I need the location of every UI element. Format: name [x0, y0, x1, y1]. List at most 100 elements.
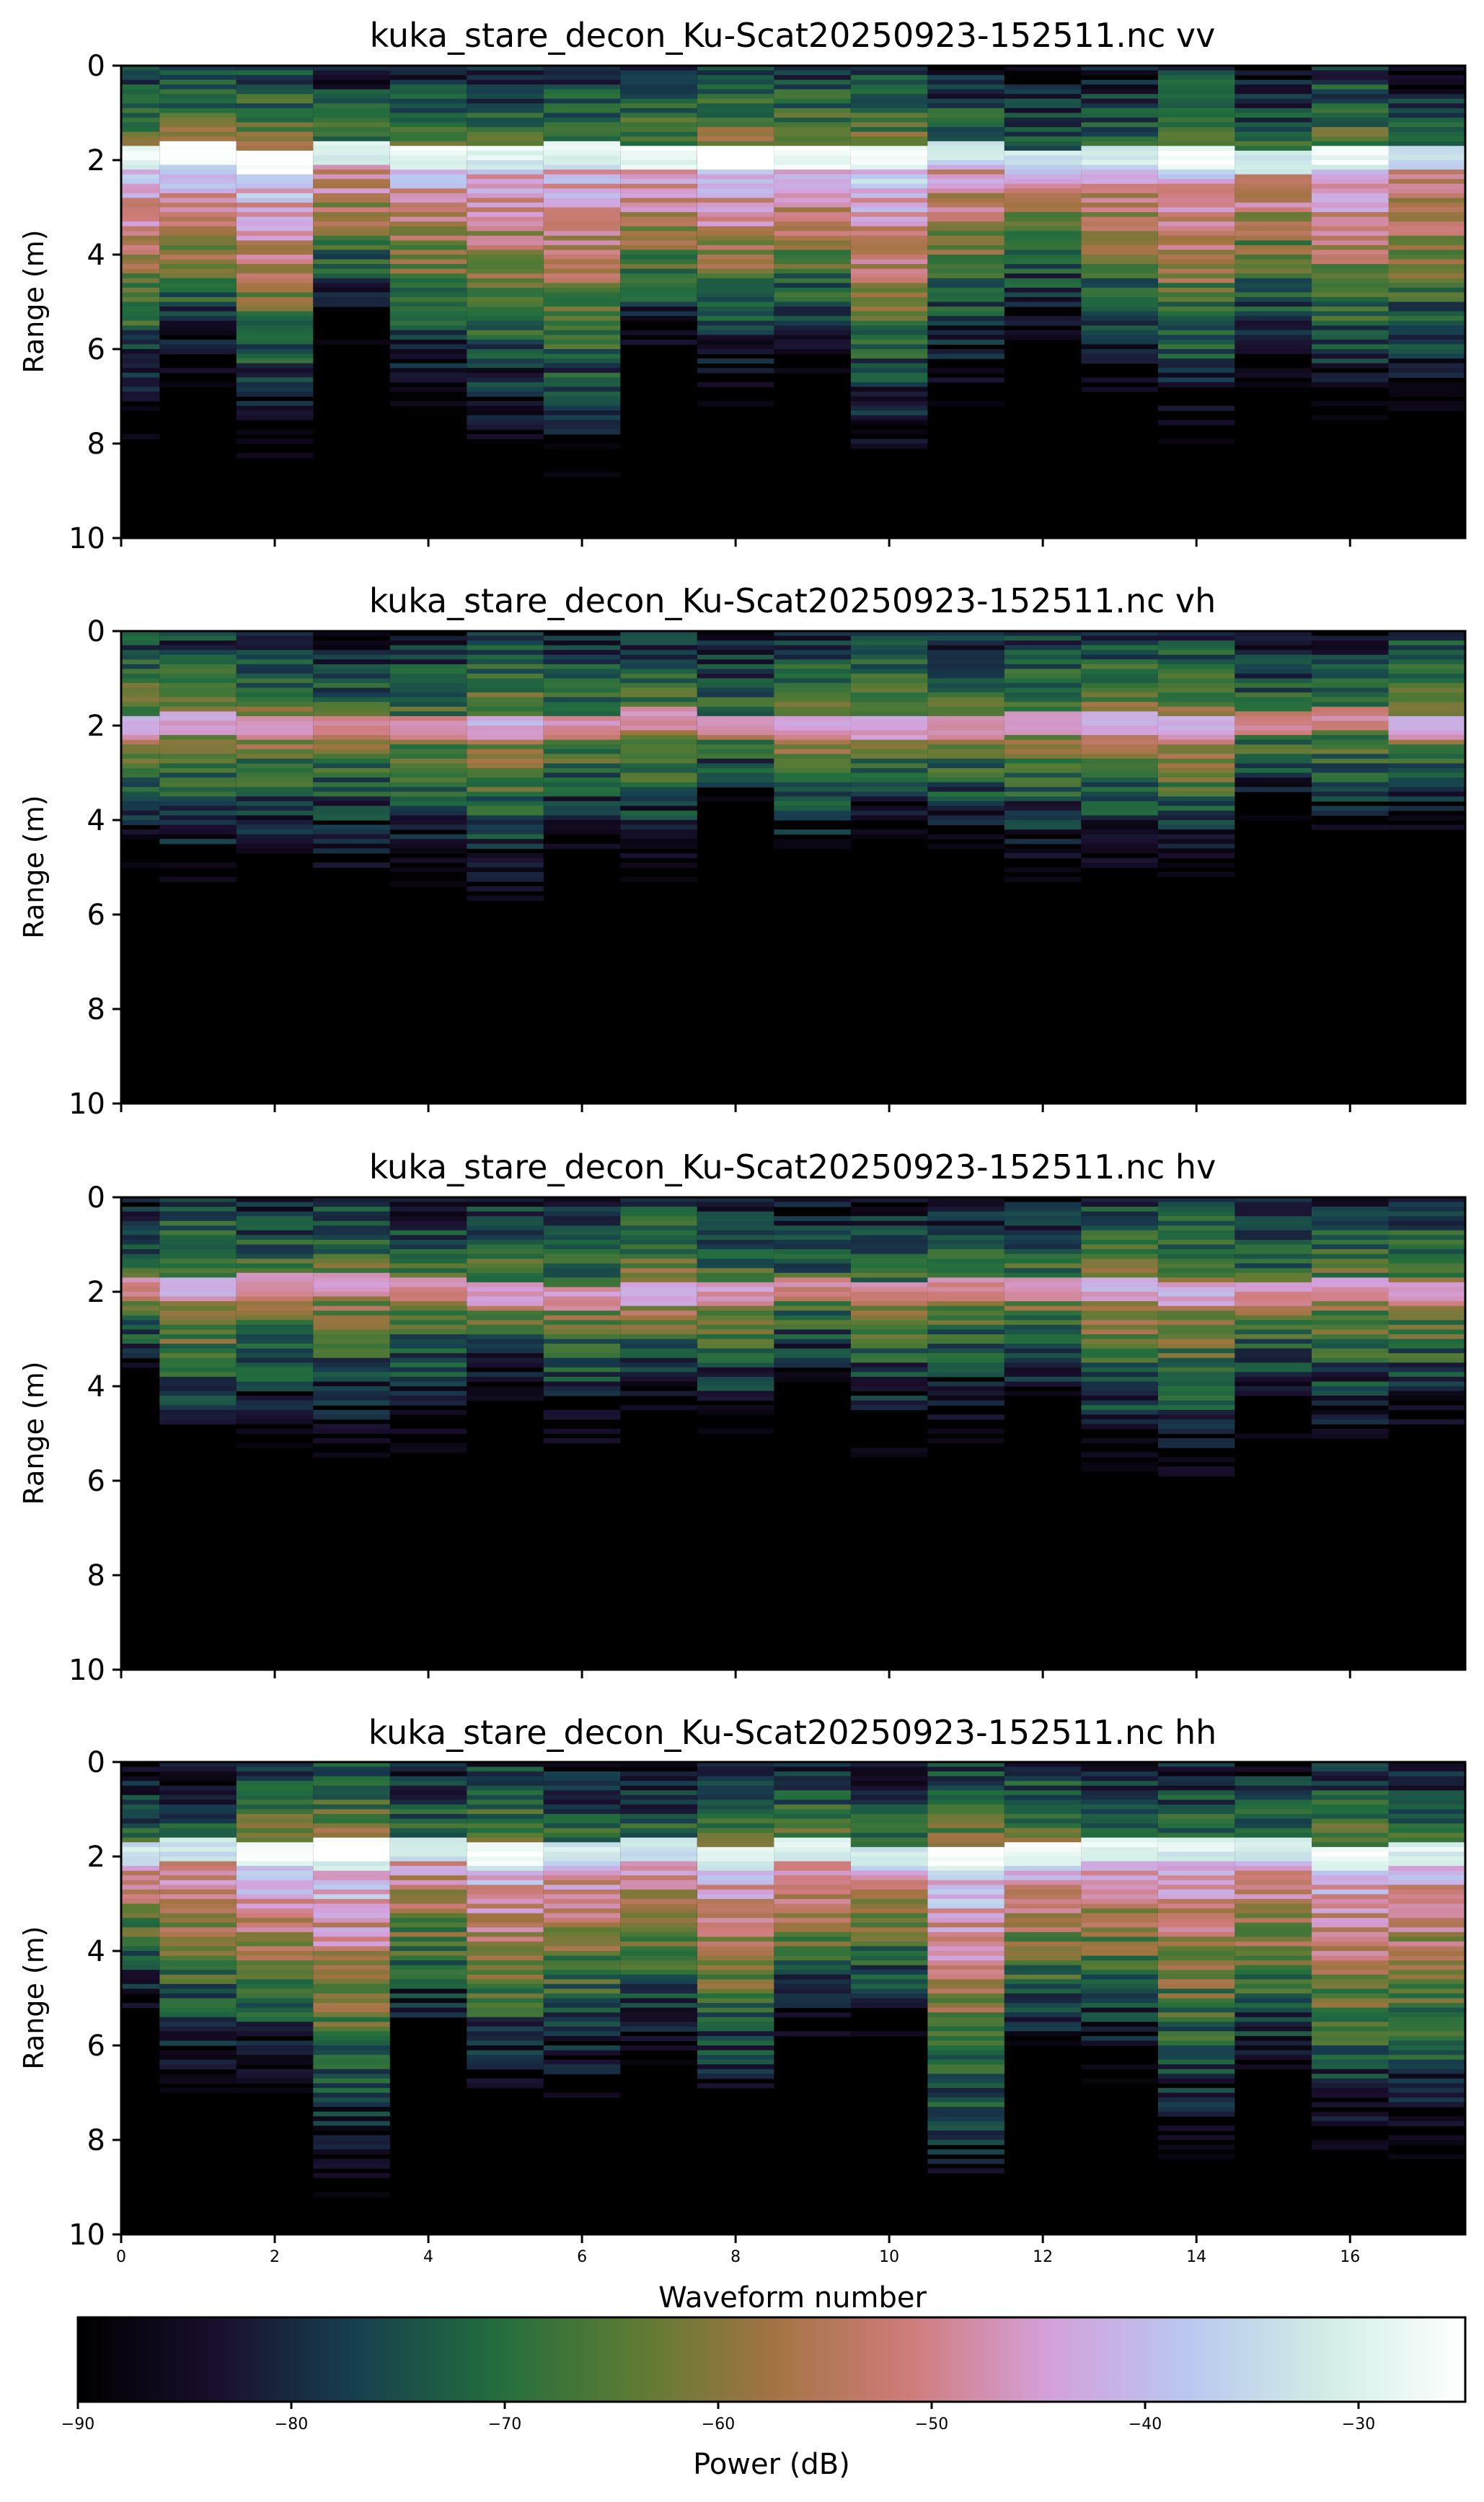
- heatmap-cell: [927, 1396, 1004, 1401]
- heatmap-cell: [543, 1846, 621, 1852]
- heatmap-cell: [159, 84, 237, 90]
- heatmap-cell: [1081, 89, 1158, 94]
- heatmap-cell: [543, 66, 621, 71]
- heatmap-cell: [1388, 1790, 1465, 1796]
- heatmap-cell: [927, 1998, 1004, 2004]
- heatmap-cell: [159, 259, 237, 265]
- heatmap-cell: [697, 2017, 774, 2022]
- heatmap-cell: [313, 2087, 390, 2093]
- heatmap-cell: [1004, 94, 1082, 100]
- heatmap-cell: [159, 863, 237, 868]
- heatmap-cell: [620, 801, 697, 806]
- heatmap-cell: [543, 635, 621, 641]
- heatmap-cell: [1157, 2087, 1235, 2093]
- heatmap-cell: [850, 118, 928, 123]
- heatmap-cell: [1312, 1870, 1389, 1876]
- heatmap-cell: [620, 726, 697, 731]
- heatmap-cell: [159, 311, 237, 317]
- heatmap-cell: [159, 245, 237, 250]
- heatmap-cell: [927, 1220, 1004, 1226]
- heatmap-cell: [389, 311, 467, 317]
- heatmap-cell: [1388, 721, 1465, 726]
- heatmap-cell: [313, 127, 390, 133]
- heatmap-cell: [850, 216, 928, 222]
- heatmap-cell: [774, 98, 851, 104]
- heatmap-cell: [620, 806, 697, 811]
- heatmap-cell: [1004, 1362, 1082, 1368]
- heatmap-cell: [1388, 1240, 1465, 1246]
- heatmap-cell: [927, 1800, 1004, 1805]
- heatmap-cell: [313, 1272, 390, 1278]
- heatmap-cell: [236, 1937, 314, 1942]
- heatmap-cell: [467, 778, 544, 783]
- heatmap-cell: [620, 1998, 697, 2004]
- heatmap-cell: [620, 118, 697, 123]
- y-tick-label: 10: [69, 2219, 105, 2252]
- heatmap-cell: [236, 1866, 314, 1872]
- heatmap-cell: [467, 353, 544, 359]
- heatmap-cell: [1157, 264, 1235, 270]
- heatmap-cell: [1157, 160, 1235, 166]
- heatmap-cell: [697, 1814, 774, 1820]
- heatmap-cell: [774, 118, 851, 123]
- heatmap-cell: [121, 1922, 160, 1928]
- heatmap-cell: [697, 2022, 774, 2027]
- heatmap-cell: [620, 1339, 697, 1344]
- heatmap-cell: [389, 1998, 467, 2004]
- heatmap-cell: [543, 1823, 621, 1829]
- heatmap-cell: [1004, 1315, 1082, 1321]
- heatmap-cell: [313, 155, 390, 161]
- heatmap-cell: [1004, 1889, 1082, 1895]
- heatmap-cell: [543, 1259, 621, 1264]
- heatmap-cell: [313, 683, 390, 689]
- heatmap-cell: [1157, 1875, 1235, 1881]
- heatmap-cell: [1004, 1216, 1082, 1222]
- heatmap-cell: [697, 1842, 774, 1848]
- heatmap-cell: [121, 1974, 160, 1980]
- heatmap-cell: [697, 763, 774, 769]
- heatmap-cell: [1081, 1988, 1158, 1994]
- heatmap-cell: [159, 1386, 237, 1392]
- heatmap-cell: [159, 810, 237, 816]
- heatmap-cell: [159, 1235, 237, 1241]
- heatmap-cell: [1081, 79, 1158, 85]
- heatmap-cell: [1312, 1433, 1389, 1439]
- heatmap-cell: [313, 89, 390, 94]
- heatmap-cell: [1081, 240, 1158, 246]
- heatmap-cell: [1004, 1766, 1082, 1772]
- heatmap-cell: [543, 127, 621, 133]
- heatmap-cell: [697, 183, 774, 189]
- heatmap-cell: [543, 796, 621, 802]
- heatmap-cell: [697, 1202, 774, 1207]
- heatmap-cell: [389, 207, 467, 213]
- heatmap-cell: [236, 2045, 314, 2051]
- heatmap-cell: [774, 368, 851, 374]
- heatmap-cell: [1157, 1320, 1235, 1326]
- heatmap-cell: [697, 2069, 774, 2074]
- heatmap-cell: [1235, 715, 1312, 721]
- heatmap-cell: [697, 706, 774, 712]
- heatmap-cell: [1312, 216, 1389, 222]
- heatmap-cell: [620, 1842, 697, 1848]
- heatmap-cell: [774, 122, 851, 128]
- heatmap-cell: [1004, 659, 1082, 665]
- heatmap-cell: [620, 763, 697, 769]
- heatmap-cell: [389, 188, 467, 194]
- heatmap-cell: [1004, 702, 1082, 708]
- heatmap-cell: [543, 1937, 621, 1942]
- heatmap-cell: [1312, 2087, 1389, 2093]
- heatmap-cell: [1235, 754, 1312, 759]
- heatmap-cell: [1312, 1908, 1389, 1914]
- heatmap-cell: [850, 1889, 928, 1895]
- heatmap-cell: [927, 2097, 1004, 2103]
- heatmap-cell: [774, 715, 851, 721]
- heatmap-cell: [1004, 136, 1082, 142]
- heatmap-cell: [927, 1903, 1004, 1909]
- heatmap-cell: [1312, 401, 1389, 407]
- heatmap-cell: [697, 221, 774, 227]
- heatmap-cell: [1235, 1766, 1312, 1772]
- heatmap-cell: [1157, 1396, 1235, 1401]
- heatmap-cell: [543, 1955, 621, 1961]
- panel-hv: kuka_stare_decon_Ku-Scat20250923-152511.…: [18, 1148, 1467, 1687]
- heatmap-cell: [774, 1781, 851, 1787]
